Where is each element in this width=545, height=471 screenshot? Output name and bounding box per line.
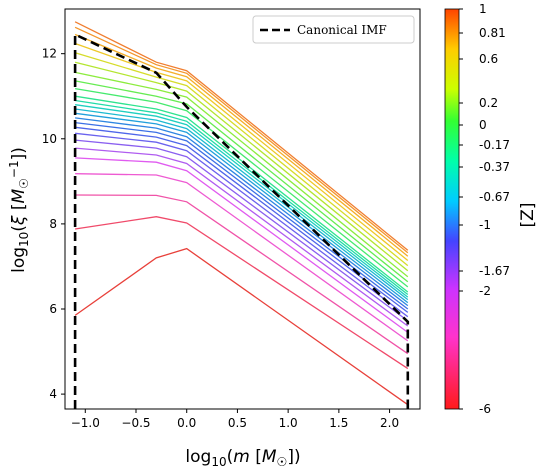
imf-series-line [74,52,409,267]
x-axis-label: log10(m [M☉]) [185,447,300,469]
y-tick-label: 12 [42,47,57,61]
imf-series-line [75,216,409,370]
colorbar-tick-label: 0.2 [479,96,498,110]
imf-series-line [75,147,409,327]
x-tick-label: 2.0 [380,416,399,430]
canonical-imf-group [73,32,410,409]
y-tick-label: 4 [49,387,57,401]
y-tick-label: 6 [49,302,57,316]
series-group [74,21,409,406]
imf-series-line [74,33,409,257]
x-tick-label: 0.0 [177,416,196,430]
colorbar-tick-label: -1 [479,218,491,232]
legend-box [252,15,415,44]
canonical-imf-line [73,32,410,409]
imf-series-line [75,194,409,355]
imf-series-line [75,126,409,313]
colorbar-tick-label: -0.37 [479,160,510,174]
colorbar-tick-label: 0 [479,118,487,132]
colorbar-label: [Z] [518,203,538,228]
colorbar-tick-label: -0.17 [479,138,510,152]
colorbar-tick-label: 1 [479,2,487,16]
colorbar-tick-label: -6 [479,402,491,416]
imf-series-line [74,21,409,251]
x-tick-label: 0.5 [228,416,247,430]
colorbar-tick-label: 0.81 [479,26,506,40]
imf-series-line [74,95,409,293]
imf-series-line [75,139,409,322]
x-tick-label: 1.5 [329,416,348,430]
imf-series-line [74,80,409,283]
imf-series-line [75,157,409,333]
y-axis-label: log10(ξ [M☉−1]) [7,147,31,273]
x-tick-label: 1.0 [279,416,298,430]
imf-series-line [75,173,409,342]
plot-frame [64,8,421,410]
imf-series-line [74,71,409,278]
colorbar-tick-label: -1.67 [479,264,510,278]
colorbar-ticks: 1 0.81 0.6 0.2 0 -0.17 -0.37 -0.67 -1 -1.67 -2 -6 [459,2,510,416]
colorbar-tick-label: 0.6 [479,52,498,66]
imf-series-line [75,104,409,298]
imf-series-line [74,87,409,288]
x-tick-label: −1.0 [71,416,100,430]
y-tick-label: 8 [49,217,57,231]
imf-series-line [74,247,409,406]
y-axis-ticks: 4 6 8 10 12 [42,47,65,401]
imf-series-line [75,117,409,307]
imf-series-line [74,61,409,272]
imf-series-line [74,26,409,254]
imf-series-line [75,112,409,304]
imf-series-line [75,121,409,310]
colorbar-tick-label: -0.67 [479,190,510,204]
colorbar [444,8,460,410]
plot-area [65,9,420,409]
imf-series-line [74,42,409,262]
x-tick-label: −0.5 [121,416,150,430]
x-axis-ticks: −1.0 −0.5 0.0 0.5 1.0 1.5 2.0 [71,409,399,430]
colorbar-tick-label: -2 [479,284,491,298]
imf-series-line [75,99,409,296]
imf-series-line [75,132,409,318]
legend: Canonical IMF [252,15,415,44]
y-tick-label: 10 [42,132,57,146]
legend-label-canonical-imf: Canonical IMF [297,23,387,37]
